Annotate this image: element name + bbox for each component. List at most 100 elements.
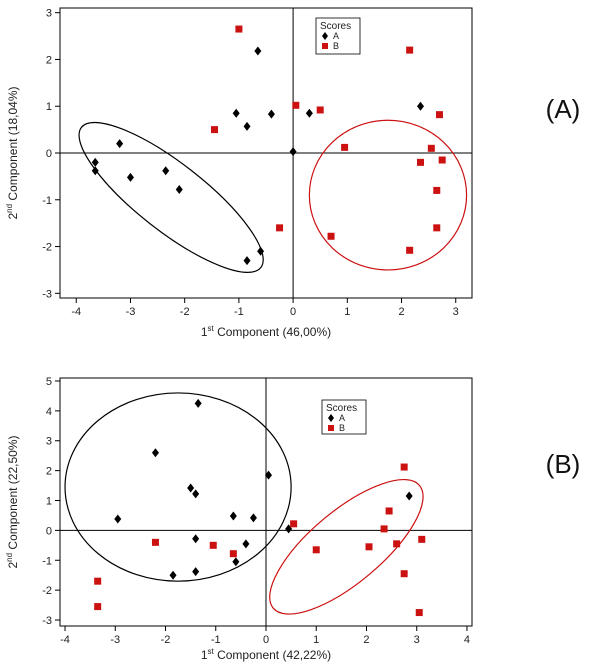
data-point-a [162,166,170,176]
y-tick-label: -1 [42,195,52,207]
data-point-b [393,540,401,548]
x-tick-label: -3 [110,634,120,646]
x-tick-label: 0 [290,306,296,318]
group-ellipse-a [78,121,264,273]
data-point-b [316,106,324,114]
data-point-b [433,224,441,232]
y-tick-label: 3 [46,8,52,20]
data-point-b [427,144,435,152]
y-tick-label: -1 [42,555,52,567]
x-tick-label: -4 [60,634,70,646]
data-point-a [175,184,183,194]
x-axis-label: 1st Component (42,22%) [201,647,331,662]
legend-marker-b [328,425,334,431]
data-point-b [312,546,320,554]
x-tick-label: 2 [363,634,369,646]
data-point-b [380,525,388,533]
x-tick-label: -3 [126,306,136,318]
data-point-a [417,101,424,111]
y-tick-label: 5 [46,376,52,388]
data-point-a [254,46,262,56]
y-axis-label: 2nd Component (18,04%) [5,87,20,220]
panel-label: (A) [546,94,581,124]
data-point-b [235,25,243,33]
data-point-b [417,158,424,166]
chart-panel-1: -4 -3 -2 -1 0 1 2 3 -3 -2 -1 0 1 2 3 1st Component (46,… [5,7,581,339]
data-point-a [169,570,177,580]
data-point-a [116,139,124,149]
data-point-a [187,483,195,493]
data-point-b [406,46,414,54]
data-point-b [292,101,300,109]
y-tick-label: 3 [46,436,52,448]
data-point-b [211,126,218,134]
legend-label-b: B [339,423,345,433]
x-tick-label: 4 [464,634,470,646]
y-tick-label: 4 [46,406,52,418]
x-tick-label: 1 [344,306,350,318]
panel-label: (B) [546,449,581,479]
data-point-b [418,535,426,543]
y-tick-label: -2 [42,585,52,597]
y-tick-label: 1 [46,496,52,508]
data-point-a [229,511,237,521]
group-ellipse-b [269,478,424,615]
legend-label-a: A [339,413,345,423]
data-point-b [385,507,393,515]
data-point-b [433,186,441,194]
data-point-a [305,108,313,118]
data-point-b [438,156,446,164]
data-point-a [151,448,159,458]
data-point-b [151,538,159,546]
legend-title: Scores [326,403,357,414]
data-point-a [242,539,250,549]
data-point-a [232,557,240,567]
x-tick-label: -1 [211,634,221,646]
legend-marker-b [322,43,328,49]
x-tick-label: 0 [263,634,269,646]
data-point-b [229,550,237,558]
data-point-b [406,246,414,254]
x-tick-label: -2 [180,306,190,318]
data-point-b [290,520,298,528]
data-point-a [91,166,99,176]
y-tick-label: -3 [42,288,52,300]
data-point-a [243,256,251,266]
legend-label-a: A [333,31,339,41]
x-tick-label: -2 [161,634,171,646]
chart-panel-2: -4 -3 -2 -1 0 1 2 3 4 -3 -2 -1 0 1 2 3 4 5 1st Component (… [5,376,580,662]
y-tick-label: 0 [46,148,52,160]
data-point-a [243,121,251,131]
x-axis-label: 1st Component (46,00%) [201,324,331,339]
legend-label-b: B [333,41,339,51]
data-point-b [365,543,373,551]
data-point-b [341,143,349,151]
data-point-b [400,463,408,471]
y-tick-label: 0 [46,525,52,537]
data-point-a [91,157,99,167]
data-point-b [435,111,443,119]
x-tick-label: -1 [234,306,244,318]
x-tick-label: 1 [313,634,319,646]
y-tick-label: 2 [46,466,52,478]
data-point-a [114,514,122,524]
data-point-a [267,109,275,119]
legend-marker-a [322,32,328,40]
data-point-b [415,609,423,617]
group-ellipse-a [64,392,292,582]
data-point-a [192,489,200,499]
data-point-b [209,541,217,549]
y-tick-label: 2 [46,54,52,66]
data-point-b [94,577,102,585]
y-tick-label: -2 [42,242,52,254]
data-point-b [327,232,335,240]
x-tick-label: 3 [414,634,420,646]
data-point-a [249,513,257,523]
y-tick-label: -3 [42,615,52,627]
x-tick-label: 2 [398,306,404,318]
data-point-b [400,570,408,578]
data-point-a [192,567,200,577]
data-point-a [405,491,413,501]
